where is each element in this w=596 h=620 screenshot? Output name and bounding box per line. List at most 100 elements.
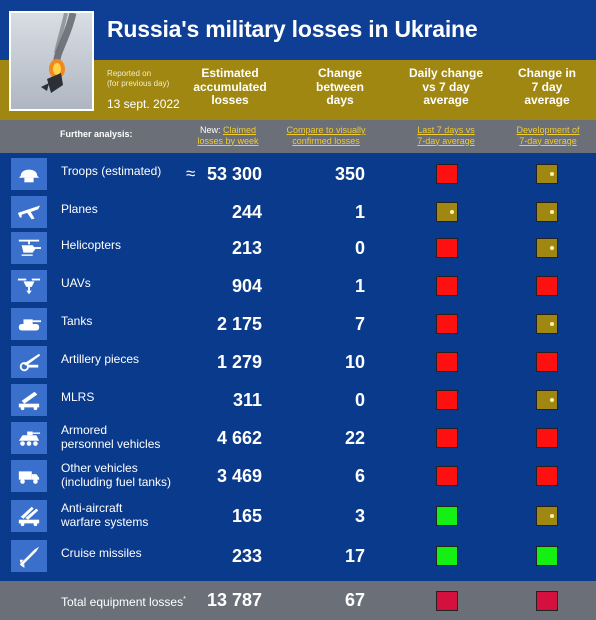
- daily-indicator: [436, 202, 458, 222]
- avg-indicator: [536, 506, 558, 526]
- row-value: 3 469: [216, 466, 262, 486]
- daily-indicator: [436, 546, 458, 566]
- row-change: 0: [354, 238, 365, 258]
- col-header-estimated: Estimated accumulated losses: [193, 66, 267, 107]
- missile-icon: [11, 540, 47, 572]
- row-change: 0: [354, 390, 365, 410]
- row-value: 213: [231, 238, 262, 258]
- total-change: 67: [344, 590, 365, 610]
- avg-indicator: [536, 276, 558, 296]
- col-header-avg: Change in 7 day average: [517, 66, 576, 107]
- further-analysis-label: Further analysis:: [60, 129, 133, 139]
- apc-icon: [11, 422, 47, 454]
- row-value: 4 662: [216, 428, 262, 448]
- header-band: [0, 0, 596, 60]
- row-change: 22: [344, 428, 365, 448]
- table-row: Tanks 2 175 7: [0, 305, 596, 343]
- row-label: MLRS: [61, 390, 95, 404]
- row-change: 1: [354, 202, 365, 222]
- table-row: MLRS 311 0: [0, 381, 596, 419]
- approx-sign: ≈: [186, 164, 196, 183]
- daily-indicator: [436, 466, 458, 486]
- avg-indicator: [536, 314, 558, 334]
- truck-icon: [11, 460, 47, 492]
- tank-icon: [11, 308, 47, 340]
- total-row: Total equipment losses* 13 787 67: [0, 581, 596, 620]
- daily-indicator: [436, 314, 458, 334]
- row-change: 10: [344, 352, 365, 372]
- row-change: 6: [354, 466, 365, 486]
- avg-indicator: [536, 352, 558, 372]
- row-value: 2 175: [216, 314, 262, 334]
- helicopter-icon: [11, 232, 47, 264]
- row-label: Cruise missiles: [61, 546, 142, 560]
- drone-icon: [11, 270, 47, 302]
- table-row: Artillery pieces 1 279 10: [0, 343, 596, 381]
- table-row: Helicopters 213 0: [0, 229, 596, 267]
- daily-indicator: [436, 390, 458, 410]
- avg-indicator: [536, 202, 558, 222]
- col-header-daily: Daily change vs 7 day average: [408, 66, 484, 107]
- row-label: UAVs: [61, 276, 91, 290]
- helmet-icon: [11, 158, 47, 190]
- total-label: Total equipment losses*: [61, 595, 186, 609]
- daily-indicator: [436, 238, 458, 258]
- total-avg-indicator: [536, 591, 558, 611]
- avg-indicator: [536, 546, 558, 566]
- row-value: 904: [231, 276, 262, 296]
- daily-indicator: [436, 352, 458, 372]
- table-row: Planes 244 1: [0, 193, 596, 231]
- avg-indicator: [536, 238, 558, 258]
- plane-icon: [11, 196, 47, 228]
- table-row: Troops (estimated) ≈53 300 350: [0, 155, 596, 193]
- table-row: Armored personnel vehicles 4 662 22: [0, 419, 596, 457]
- row-change: 7: [354, 314, 365, 334]
- row-label: Tanks: [61, 314, 93, 328]
- row-value: 244: [231, 202, 262, 222]
- row-value: 165: [231, 506, 262, 526]
- row-value: 311: [232, 390, 262, 410]
- col-header-change: Change between days: [315, 66, 364, 107]
- artillery-icon: [11, 346, 47, 378]
- row-label: Planes: [61, 202, 98, 216]
- daily-indicator: [436, 164, 458, 184]
- row-change: 350: [334, 164, 365, 184]
- loss-table: Troops (estimated) ≈53 300 350 Planes 244 1 He…: [0, 153, 596, 581]
- row-label: Armored personnel vehicles: [61, 423, 161, 451]
- row-label: Artillery pieces: [61, 352, 140, 366]
- table-row: Anti-aircraft warfare systems 165 3: [0, 497, 596, 535]
- further-analysis-bar: [0, 120, 596, 153]
- table-row: UAVs 904 1: [0, 267, 596, 305]
- reported-note: Reported on (for previous day): [107, 69, 170, 88]
- total-daily-indicator: [436, 591, 458, 611]
- row-label: Helicopters: [61, 238, 122, 252]
- avg-indicator: [536, 390, 558, 410]
- row-change: 1: [354, 276, 365, 296]
- daily-indicator: [436, 276, 458, 296]
- row-label: Anti-aircraft warfare systems: [61, 501, 149, 529]
- daily-indicator: [436, 506, 458, 526]
- rocket-launcher-icon: [11, 384, 47, 416]
- daily-indicator: [436, 428, 458, 448]
- report-date: 13 sept. 2022: [107, 97, 180, 111]
- column-header-band: [0, 60, 596, 120]
- row-value: 233: [231, 546, 262, 566]
- anti-aircraft-icon: [11, 500, 47, 532]
- link-confirmed-losses[interactable]: Compare to visually confirmed losses: [286, 125, 366, 146]
- row-label: Other vehicles (including fuel tanks): [61, 461, 172, 489]
- avg-indicator: [536, 466, 558, 486]
- row-value: 1 279: [216, 352, 262, 372]
- avg-indicator: [536, 428, 558, 448]
- avg-indicator: [536, 164, 558, 184]
- row-label: Troops (estimated): [61, 164, 162, 178]
- total-value: 13 787: [206, 590, 262, 610]
- page-title: Russia's military losses in Ukraine: [107, 16, 478, 42]
- row-value: 53 300: [206, 164, 262, 184]
- link-claimed-losses[interactable]: New: Claimed losses by week: [197, 125, 259, 146]
- link-development-avg[interactable]: Development of 7-day average: [516, 125, 580, 146]
- row-change: 3: [354, 506, 365, 526]
- link-last-7-days[interactable]: Last 7 days vs 7-day average: [417, 125, 475, 146]
- header-photo: [9, 11, 94, 111]
- table-row: Cruise missiles 233 17: [0, 537, 596, 575]
- row-change: 17: [344, 546, 365, 566]
